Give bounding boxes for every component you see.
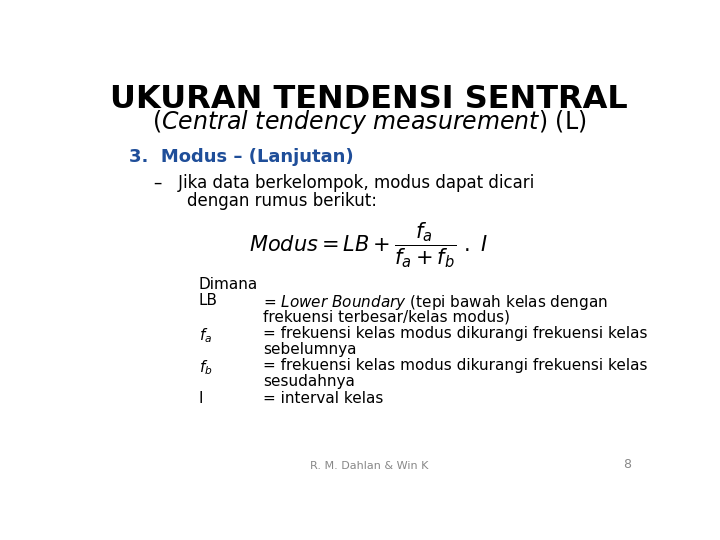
Text: sebelumnya: sebelumnya — [263, 342, 356, 357]
Text: $f_b$: $f_b$ — [199, 359, 212, 377]
Text: = interval kelas: = interval kelas — [263, 391, 383, 406]
Text: $\mathit{Modus} = LB + \dfrac{f_a}{f_a + f_b}\ .\ I$: $\mathit{Modus} = LB + \dfrac{f_a}{f_a +… — [249, 221, 489, 271]
Text: LB: LB — [199, 294, 218, 308]
Text: –   Jika data berkelompok, modus dapat dicari: – Jika data berkelompok, modus dapat dic… — [154, 174, 534, 192]
Text: sesudahnya: sesudahnya — [263, 374, 355, 389]
Text: $f_a$: $f_a$ — [199, 326, 212, 345]
Text: = $\it{Lower\ Boundary}$ (tepi bawah kelas dengan: = $\it{Lower\ Boundary}$ (tepi bawah kel… — [263, 294, 608, 313]
Text: 8: 8 — [624, 458, 631, 471]
Text: frekuensi terbesar/kelas modus): frekuensi terbesar/kelas modus) — [263, 309, 510, 325]
Text: = frekuensi kelas modus dikurangi frekuensi kelas: = frekuensi kelas modus dikurangi frekue… — [263, 326, 647, 341]
Text: = frekuensi kelas modus dikurangi frekuensi kelas: = frekuensi kelas modus dikurangi frekue… — [263, 359, 647, 373]
Text: R. M. Dahlan & Win K: R. M. Dahlan & Win K — [310, 462, 428, 471]
Text: ($\it{Central\ tendency\ measurement}$) (L): ($\it{Central\ tendency\ measurement}$) … — [152, 109, 586, 137]
Text: I: I — [199, 391, 203, 406]
Text: Dimana: Dimana — [199, 277, 258, 292]
Text: UKURAN TENDENSI SENTRAL: UKURAN TENDENSI SENTRAL — [110, 84, 628, 114]
Text: 3.  Modus – (Lanjutan): 3. Modus – (Lanjutan) — [129, 148, 354, 166]
Text: dengan rumus berikut:: dengan rumus berikut: — [186, 192, 377, 211]
